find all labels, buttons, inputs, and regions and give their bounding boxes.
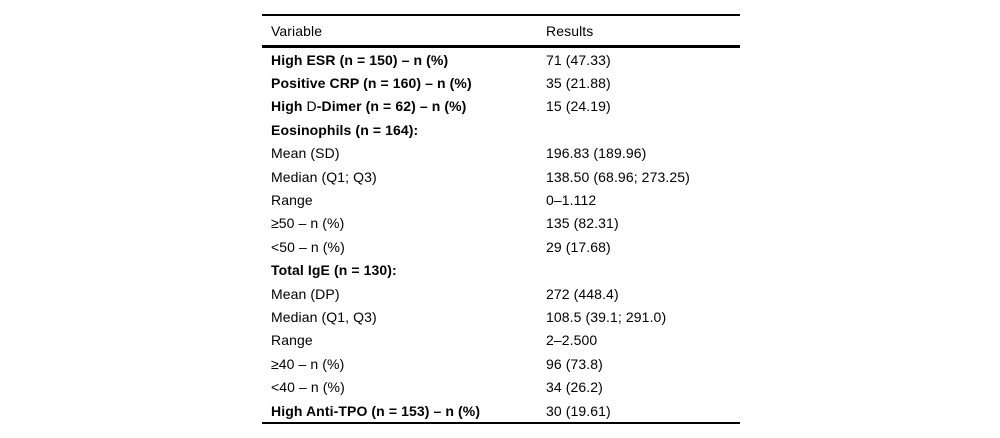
variable-cell: High ESR (n = 150) – n (%) — [271, 51, 449, 68]
results-cell: 96 (73.8) — [546, 355, 603, 372]
table-row: <40 – n (%) 34 (26.2) — [262, 375, 740, 398]
variable-cell: Range — [271, 332, 313, 349]
results-cell: 108.5 (39.1; 291.0) — [546, 308, 667, 325]
results-cell: 29 (17.68) — [546, 238, 611, 255]
results-cell: 35 (21.88) — [546, 75, 611, 92]
variable-text-part: High — [271, 98, 307, 115]
results-cell: 272 (448.4) — [546, 285, 619, 302]
table-header: Variable Results — [262, 14, 740, 48]
results-cell: 15 (24.19) — [546, 98, 611, 115]
results-cell: 0–1.112 — [546, 192, 597, 209]
table-row: Median (Q1, Q3) 108.5 (39.1; 291.0) — [262, 305, 740, 328]
table-row: Eosinophils (n = 164): — [262, 118, 740, 141]
variable-cell: <40 – n (%) — [271, 379, 345, 396]
variable-cell: Mean (SD) — [271, 145, 340, 162]
results-table: Variable Results High ESR (n = 150) – n … — [262, 14, 740, 425]
table-row: Range 2–2.500 — [262, 329, 740, 352]
table-row: High ESR (n = 150) – n (%) 71 (47.33) — [262, 48, 740, 71]
table-row: ≥50 – n (%) 135 (82.31) — [262, 212, 740, 235]
variable-text-part: -Dimer (n = 62) – n (%) — [316, 98, 467, 115]
variable-cell: Total IgE (n = 130): — [271, 262, 397, 279]
variable-text-part: D — [306, 98, 317, 115]
table-row: Total IgE (n = 130): — [262, 259, 740, 282]
variable-cell: ≥50 – n (%) — [271, 215, 345, 232]
results-cell: 30 (19.61) — [546, 402, 611, 419]
variable-cell: High Anti-TPO (n = 153) – n (%) — [271, 402, 481, 419]
variable-cell: High D-Dimer (n = 62) – n (%) — [262, 98, 546, 114]
table-row: ≥40 – n (%) 96 (73.8) — [262, 352, 740, 375]
variable-cell: Eosinophils (n = 164): — [271, 121, 419, 138]
variable-cell: Median (Q1; Q3) — [271, 168, 377, 185]
table-row: Positive CRP (n = 160) – n (%) 35 (21.88) — [262, 71, 740, 94]
table-row: Range 0–1.112 — [262, 188, 740, 211]
table-row: Median (Q1; Q3) 138.50 (68.96; 273.25) — [262, 165, 740, 188]
results-cell: 2–2.500 — [546, 332, 598, 349]
results-cell: 196.83 (189.96) — [546, 145, 647, 162]
results-cell: 34 (26.2) — [546, 379, 603, 396]
table-row: High Anti-TPO (n = 153) – n (%) 30 (19.61… — [262, 399, 740, 422]
table-body: High ESR (n = 150) – n (%) 71 (47.33) Posi… — [262, 48, 740, 425]
table-row: Mean (SD) 196.83 (189.96) — [262, 142, 740, 165]
results-cell: 135 (82.31) — [546, 215, 619, 232]
variable-cell: ≥40 – n (%) — [271, 355, 345, 372]
variable-cell: Range — [271, 192, 313, 209]
variable-cell: Median (Q1, Q3) — [271, 308, 377, 325]
column-header-results: Results — [546, 22, 594, 39]
table-row: <50 – n (%) 29 (17.68) — [262, 235, 740, 258]
variable-cell: Mean (DP) — [271, 285, 340, 302]
results-cell: 138.50 (68.96; 273.25) — [546, 168, 690, 185]
table-row: Mean (DP) 272 (448.4) — [262, 282, 740, 305]
table-row: High D-Dimer (n = 62) – n (%) 15 (24.19) — [262, 95, 740, 118]
column-header-variable: Variable — [271, 22, 323, 39]
variable-cell: Positive CRP (n = 160) – n (%) — [271, 75, 472, 92]
results-cell: 71 (47.33) — [546, 51, 611, 68]
variable-cell: <50 – n (%) — [271, 238, 345, 255]
